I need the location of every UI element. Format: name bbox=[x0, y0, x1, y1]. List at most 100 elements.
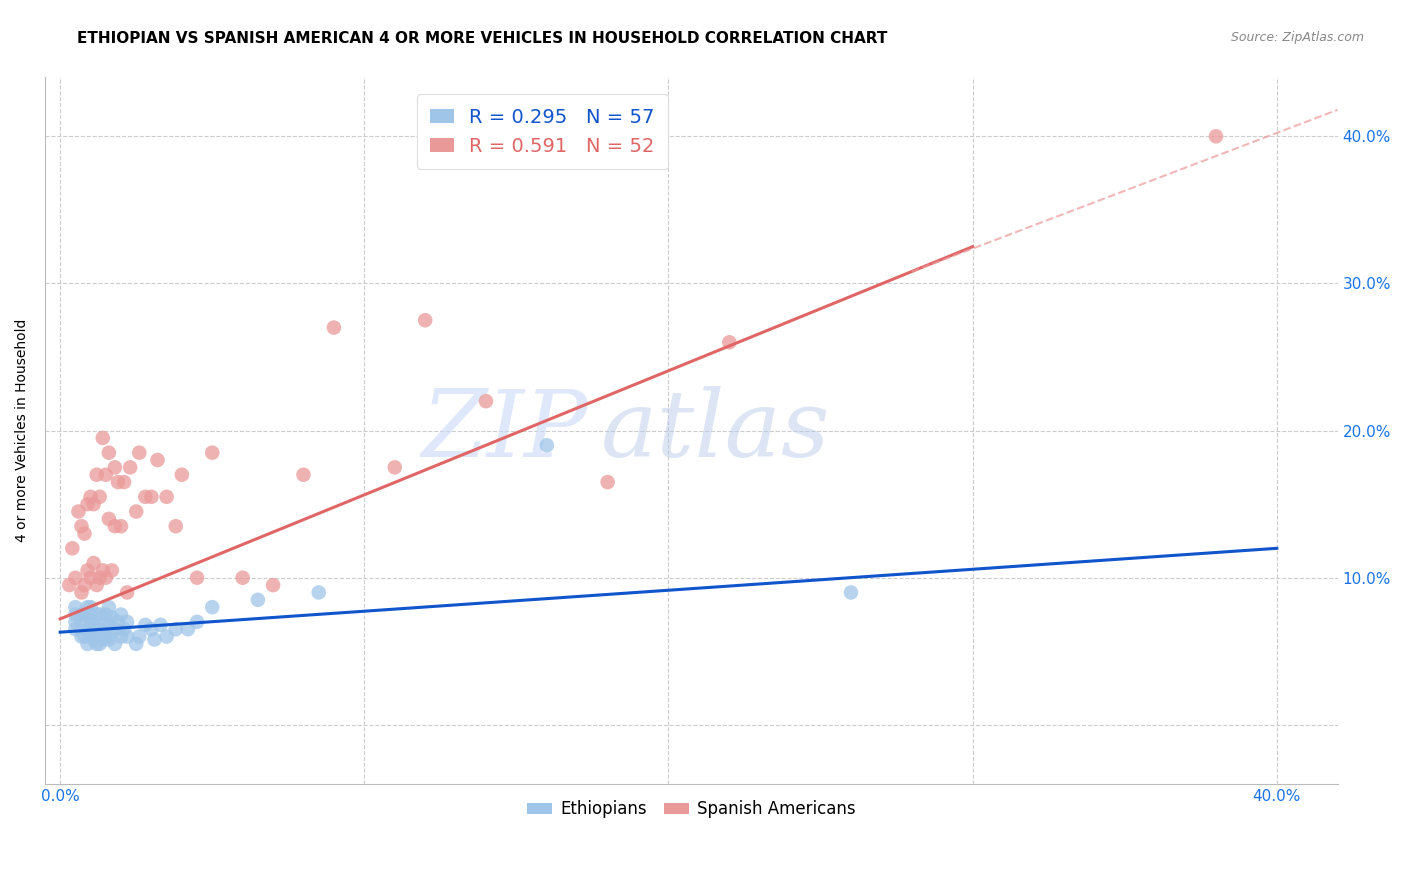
Point bbox=[156, 490, 179, 504]
Point bbox=[97, 600, 120, 615]
Point bbox=[839, 585, 862, 599]
Point bbox=[67, 504, 90, 518]
Point bbox=[79, 630, 101, 644]
Point bbox=[115, 615, 138, 629]
Point bbox=[89, 637, 111, 651]
Point bbox=[86, 622, 108, 636]
Point bbox=[94, 571, 117, 585]
Point bbox=[1205, 129, 1227, 144]
Point bbox=[70, 615, 93, 629]
Point bbox=[107, 475, 129, 489]
Point bbox=[83, 617, 105, 632]
Point bbox=[141, 490, 163, 504]
Point bbox=[89, 622, 111, 636]
Point bbox=[70, 607, 93, 622]
Point bbox=[97, 512, 120, 526]
Point bbox=[110, 519, 132, 533]
Text: Source: ZipAtlas.com: Source: ZipAtlas.com bbox=[1230, 31, 1364, 45]
Point bbox=[201, 600, 224, 615]
Point bbox=[86, 578, 108, 592]
Point bbox=[83, 497, 105, 511]
Point bbox=[112, 622, 135, 636]
Point bbox=[83, 632, 105, 647]
Point bbox=[73, 607, 96, 622]
Point bbox=[94, 615, 117, 629]
Point bbox=[101, 610, 124, 624]
Point bbox=[125, 637, 148, 651]
Point bbox=[76, 600, 98, 615]
Point bbox=[143, 632, 166, 647]
Point bbox=[94, 630, 117, 644]
Point bbox=[65, 615, 87, 629]
Point bbox=[86, 607, 108, 622]
Point bbox=[322, 320, 344, 334]
Point bbox=[413, 313, 436, 327]
Point bbox=[104, 622, 127, 636]
Point bbox=[60, 541, 83, 556]
Point bbox=[718, 335, 741, 350]
Point bbox=[86, 637, 108, 651]
Point bbox=[186, 615, 208, 629]
Point bbox=[79, 607, 101, 622]
Point bbox=[65, 600, 87, 615]
Point bbox=[149, 617, 172, 632]
Point bbox=[79, 622, 101, 636]
Point bbox=[79, 615, 101, 629]
Point bbox=[70, 519, 93, 533]
Point bbox=[177, 622, 200, 636]
Point bbox=[91, 563, 114, 577]
Point bbox=[94, 467, 117, 482]
Point bbox=[73, 630, 96, 644]
Point bbox=[292, 467, 315, 482]
Point bbox=[104, 460, 127, 475]
Point bbox=[186, 571, 208, 585]
Point bbox=[232, 571, 254, 585]
Point bbox=[384, 460, 406, 475]
Point bbox=[115, 585, 138, 599]
Point bbox=[128, 445, 150, 459]
Point bbox=[201, 445, 224, 459]
Point bbox=[58, 578, 80, 592]
Point bbox=[146, 453, 169, 467]
Point bbox=[246, 592, 269, 607]
Text: atlas: atlas bbox=[600, 385, 831, 475]
Point bbox=[165, 622, 187, 636]
Point bbox=[104, 637, 127, 651]
Point bbox=[97, 632, 120, 647]
Point bbox=[86, 467, 108, 482]
Legend: Ethiopians, Spanish Americans: Ethiopians, Spanish Americans bbox=[520, 794, 862, 825]
Point bbox=[97, 445, 120, 459]
Point bbox=[308, 585, 330, 599]
Point bbox=[73, 578, 96, 592]
Point bbox=[97, 617, 120, 632]
Point bbox=[107, 615, 129, 629]
Point bbox=[76, 622, 98, 636]
Point bbox=[115, 630, 138, 644]
Point bbox=[70, 630, 93, 644]
Point bbox=[94, 607, 117, 622]
Point bbox=[125, 504, 148, 518]
Point bbox=[91, 632, 114, 647]
Point bbox=[156, 630, 179, 644]
Point bbox=[76, 563, 98, 577]
Point bbox=[165, 519, 187, 533]
Point bbox=[101, 563, 124, 577]
Point bbox=[65, 622, 87, 636]
Point bbox=[79, 600, 101, 615]
Point bbox=[79, 571, 101, 585]
Point bbox=[596, 475, 619, 489]
Point bbox=[65, 571, 87, 585]
Point bbox=[262, 578, 284, 592]
Point bbox=[101, 625, 124, 640]
Point bbox=[91, 431, 114, 445]
Text: ZIP: ZIP bbox=[422, 385, 588, 475]
Point bbox=[128, 630, 150, 644]
Point bbox=[110, 630, 132, 644]
Point bbox=[170, 467, 193, 482]
Point bbox=[110, 607, 132, 622]
Point bbox=[475, 394, 498, 409]
Point bbox=[73, 526, 96, 541]
Point bbox=[134, 490, 156, 504]
Point bbox=[536, 438, 558, 452]
Point bbox=[76, 497, 98, 511]
